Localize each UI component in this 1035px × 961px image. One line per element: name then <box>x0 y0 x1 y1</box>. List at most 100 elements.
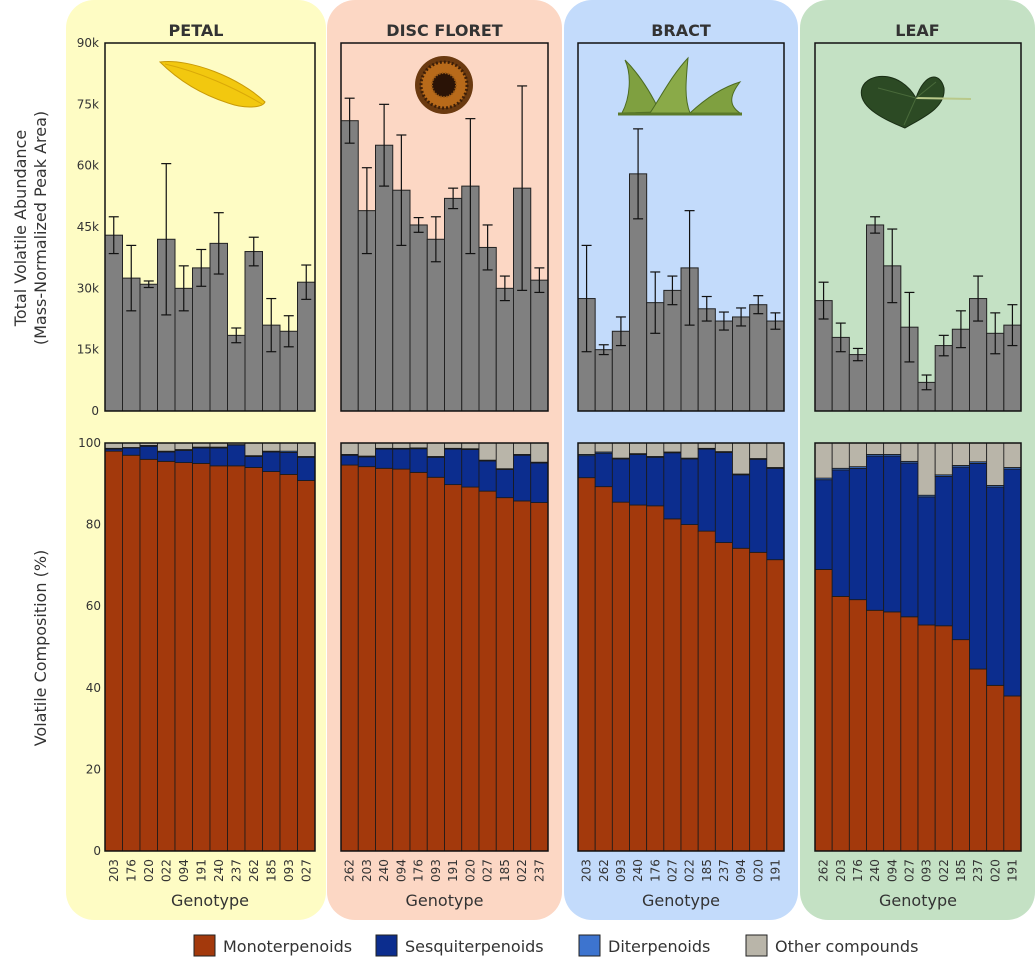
genotype-tick-label: 022 <box>159 859 173 882</box>
genotype-tick-label: 262 <box>343 859 357 882</box>
composition-axes-frame <box>340 442 549 852</box>
abundance-bar <box>478 246 497 412</box>
monoterpenoid-segment <box>577 477 596 852</box>
sesquiterpenoid-segment <box>461 449 480 488</box>
genotype-tick-label: 094 <box>394 859 408 882</box>
bract-image <box>618 56 742 116</box>
legend-label: Diterpenoids <box>608 937 710 956</box>
monoterpenoid-segment <box>883 611 902 852</box>
genotype-tick-label: 237 <box>717 859 731 882</box>
abundance-y-tick-label: 15k <box>77 343 99 357</box>
sesquiterpenoid-segment <box>848 467 867 601</box>
composition-y-tick-label: 60 <box>86 599 101 613</box>
sesquiterpenoid-segment <box>594 452 613 488</box>
genotype-tick-label: 203 <box>107 859 121 882</box>
legend-label: Other compounds <box>775 937 918 956</box>
composition-y-tick-label: 0 <box>93 844 101 858</box>
other-compounds-segment <box>714 442 733 452</box>
monoterpenoid-segment <box>157 460 176 852</box>
other-compounds-segment <box>986 442 1005 486</box>
monoterpenoid-segment <box>629 504 648 852</box>
x-axis-label: Genotype <box>642 891 720 910</box>
monoterpenoid-segment <box>848 599 867 852</box>
monoterpenoid-segment <box>244 467 263 852</box>
monoterpenoid-segment <box>262 471 281 852</box>
monoterpenoid-segment <box>934 625 953 852</box>
sesquiterpenoid-segment <box>244 456 263 468</box>
abundance-bar <box>530 279 549 412</box>
monoterpenoid-segment <box>340 464 359 852</box>
sesquiterpenoid-segment <box>139 445 158 460</box>
disc-floret-image <box>415 56 473 114</box>
genotype-tick-label: 020 <box>142 859 156 882</box>
genotype-tick-label: 093 <box>920 859 934 882</box>
abundance-bar <box>495 287 514 412</box>
sesquiterpenoid-segment <box>663 452 682 520</box>
abundance-bar <box>444 197 463 412</box>
sesquiterpenoid-segment <box>986 486 1005 686</box>
composition-axes-frame <box>104 442 316 852</box>
other-compounds-segment <box>478 442 497 461</box>
genotype-tick-label: 176 <box>851 859 865 882</box>
abundance-bar <box>594 349 613 412</box>
sesquiterpenoid-segment <box>883 455 902 613</box>
legend: Monoterpenoids Sesquiterpenoids Diterpenoi… <box>193 934 918 957</box>
sesquiterpenoid-segment <box>934 476 953 627</box>
monoterpenoid-segment <box>986 684 1005 852</box>
abundance-y-axis-label: (Mass-Normalized Peak Area) <box>31 111 50 345</box>
genotype-tick-label: 093 <box>429 859 443 882</box>
monoterpenoid-segment <box>814 569 833 852</box>
monoterpenoid-segment <box>749 551 768 852</box>
abundance-bar <box>192 267 211 412</box>
genotype-tick-label: 240 <box>377 859 391 882</box>
sesquiterpenoid-segment <box>279 451 298 475</box>
sesquiterpenoid-segment <box>951 466 970 641</box>
legend-label: Sesquiterpenoids <box>405 937 544 956</box>
genotype-tick-label: 203 <box>360 859 374 882</box>
other-compounds-segment <box>104 442 123 449</box>
genotype-tick-label: 191 <box>768 859 782 882</box>
monoterpenoid-segment <box>714 542 733 852</box>
genotype-tick-label: 237 <box>971 859 985 882</box>
genotype-tick-label: 237 <box>229 859 243 882</box>
other-compounds-segment <box>577 442 596 455</box>
sesquiterpenoid-segment <box>227 444 246 467</box>
abundance-bar <box>749 304 768 412</box>
monoterpenoid-segment <box>279 474 298 852</box>
sesquiterpenoid-segment <box>611 458 630 503</box>
monoterpenoid-segment <box>409 471 428 852</box>
monoterpenoid-segment <box>831 596 850 852</box>
monoterpenoid-segment <box>174 462 193 852</box>
other-compounds-segment <box>530 442 549 463</box>
abundance-bar <box>297 281 316 412</box>
genotype-tick-label: 022 <box>683 859 697 882</box>
sesquiterpenoid-segment <box>697 448 716 532</box>
sesquiterpenoid-segment <box>209 447 228 467</box>
sesquiterpenoid-segment <box>262 451 281 472</box>
monoterpenoid-segment <box>513 500 532 852</box>
sesquiterpenoid-segment <box>409 448 428 473</box>
sesquiterpenoid-segment <box>831 469 850 597</box>
monoterpenoid-segment <box>357 466 376 852</box>
monoterpenoid-segment <box>104 450 123 852</box>
abundance-bar <box>714 320 733 412</box>
plots <box>104 85 1022 852</box>
sesquiterpenoid-segment <box>766 467 785 561</box>
other-compounds-segment <box>866 442 885 455</box>
sesquiterpenoid-segment <box>340 454 359 466</box>
genotype-tick-label: 093 <box>614 859 628 882</box>
panel-title: LEAF <box>895 21 939 40</box>
monoterpenoid-segment <box>646 505 665 852</box>
monoterpenoid-segment <box>495 497 514 852</box>
sesquiterpenoid-segment <box>174 449 193 463</box>
composition-y-tick-label: 80 <box>86 518 101 532</box>
genotype-tick-label: 262 <box>597 859 611 882</box>
x-axis-label: Genotype <box>406 891 484 910</box>
abundance-axes-frame <box>340 42 549 412</box>
abundance-bar <box>766 320 785 412</box>
monoterpenoid-segment <box>227 465 246 852</box>
abundance-y-tick-label: 60k <box>77 159 99 173</box>
monoterpenoid-segment <box>375 467 394 852</box>
sesquiterpenoid-segment <box>646 456 665 507</box>
sesquiterpenoid-segment <box>297 456 316 481</box>
